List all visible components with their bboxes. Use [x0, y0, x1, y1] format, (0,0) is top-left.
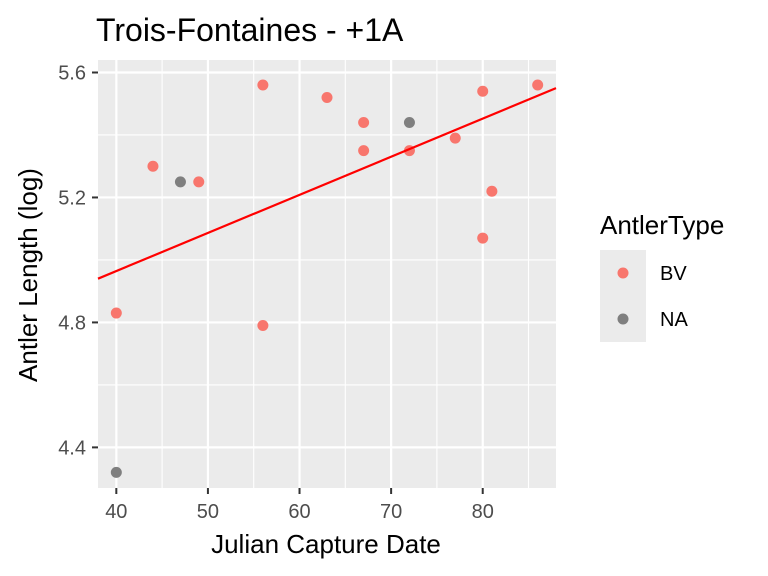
minor-gridlines [98, 60, 556, 488]
y-tick-label: 5.6 [58, 62, 86, 84]
plot-panel [98, 60, 556, 488]
x-tick-label: 40 [105, 501, 127, 523]
data-point-bv [449, 132, 461, 144]
y-axis-title: Antler Length (log) [13, 168, 43, 382]
data-point-bv [486, 185, 498, 197]
data-point-bv [147, 160, 159, 172]
data-point-na [110, 466, 122, 478]
data-point-bv [257, 320, 269, 332]
data-point-bv [321, 91, 333, 103]
data-point-bv [358, 145, 370, 157]
legend-key-na [617, 313, 629, 325]
y-tick-label: 4.8 [58, 312, 86, 334]
data-point-bv [257, 79, 269, 91]
data-point-bv [358, 116, 370, 128]
legend: AntlerType BV NA [600, 210, 724, 342]
x-tick-labels: 40 50 60 70 80 [105, 501, 494, 523]
x-tick-label: 80 [472, 501, 494, 523]
data-point-bv [477, 232, 489, 244]
legend-title: AntlerType [600, 210, 724, 240]
x-axis-title: Julian Capture Date [211, 529, 441, 559]
major-gridlines [98, 60, 556, 488]
data-point-na [174, 176, 186, 188]
x-tick-label: 50 [197, 501, 219, 523]
data-point-bv [110, 307, 122, 319]
x-tick-label: 60 [288, 501, 310, 523]
data-point-bv [477, 85, 489, 97]
chart-title: Trois-Fontaines - +1A [96, 12, 404, 48]
axis-ticks [92, 71, 484, 494]
data-points [110, 79, 544, 478]
data-point-bv [193, 176, 205, 188]
legend-label-na: NA [660, 309, 688, 331]
y-tick-labels: 4.4 4.8 5.2 5.6 [58, 62, 86, 459]
x-tick-label: 70 [380, 501, 402, 523]
y-tick-label: 5.2 [58, 187, 86, 209]
trend-line [97, 87, 557, 280]
legend-entries: BV NA [600, 250, 688, 342]
legend-label-bv: BV [660, 263, 687, 285]
y-tick-label: 4.4 [58, 437, 86, 459]
legend-key-background [600, 250, 646, 342]
data-point-na [403, 116, 415, 128]
legend-key-bv [617, 267, 629, 279]
data-point-bv [532, 79, 544, 91]
